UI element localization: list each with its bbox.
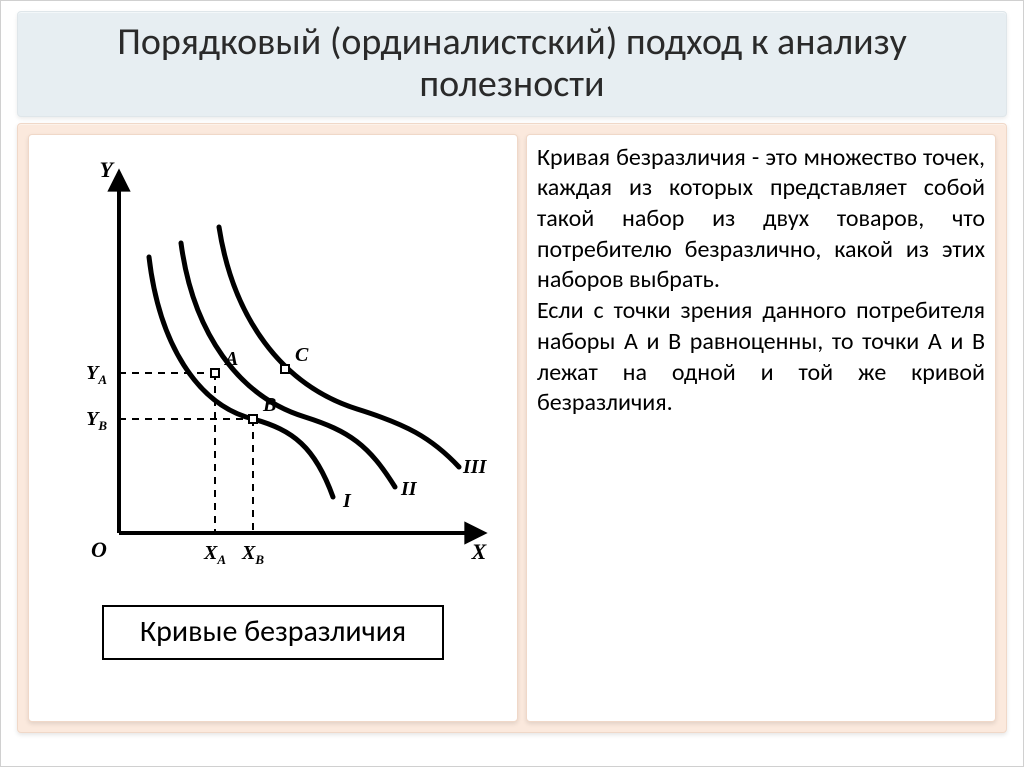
svg-text:X: X xyxy=(471,539,488,564)
definition-text: Кривая безразличия - это множество точек… xyxy=(537,143,985,419)
svg-text:III: III xyxy=(462,456,488,478)
indifference-curves-chart: YXOIIIIIIYAYBXAXBABC xyxy=(43,147,503,587)
svg-text:YA: YA xyxy=(86,362,107,387)
svg-text:XA: XA xyxy=(203,542,226,567)
text-panel: Кривая безразличия - это множество точек… xyxy=(526,134,996,722)
svg-text:A: A xyxy=(223,348,238,370)
chart-panel: YXOIIIIIIYAYBXAXBABC Кривые безразличия xyxy=(28,134,518,722)
svg-text:O: O xyxy=(91,537,107,562)
slide: Порядковый (ординалистский) подход к ана… xyxy=(0,0,1024,767)
svg-text:I: I xyxy=(342,490,352,512)
svg-text:Y: Y xyxy=(100,157,116,182)
slide-title: Порядковый (ординалистский) подход к ана… xyxy=(32,22,992,106)
svg-text:XB: XB xyxy=(241,542,264,567)
svg-text:YB: YB xyxy=(86,408,107,433)
svg-text:II: II xyxy=(400,478,418,500)
content-area: YXOIIIIIIYAYBXAXBABC Кривые безразличия … xyxy=(17,123,1007,733)
slide-title-box: Порядковый (ординалистский) подход к ана… xyxy=(17,11,1007,117)
chart-caption-box: Кривые безразличия xyxy=(102,605,444,660)
chart-caption: Кривые безразличия xyxy=(140,613,406,650)
svg-text:C: C xyxy=(295,344,309,366)
svg-text:B: B xyxy=(262,394,276,416)
